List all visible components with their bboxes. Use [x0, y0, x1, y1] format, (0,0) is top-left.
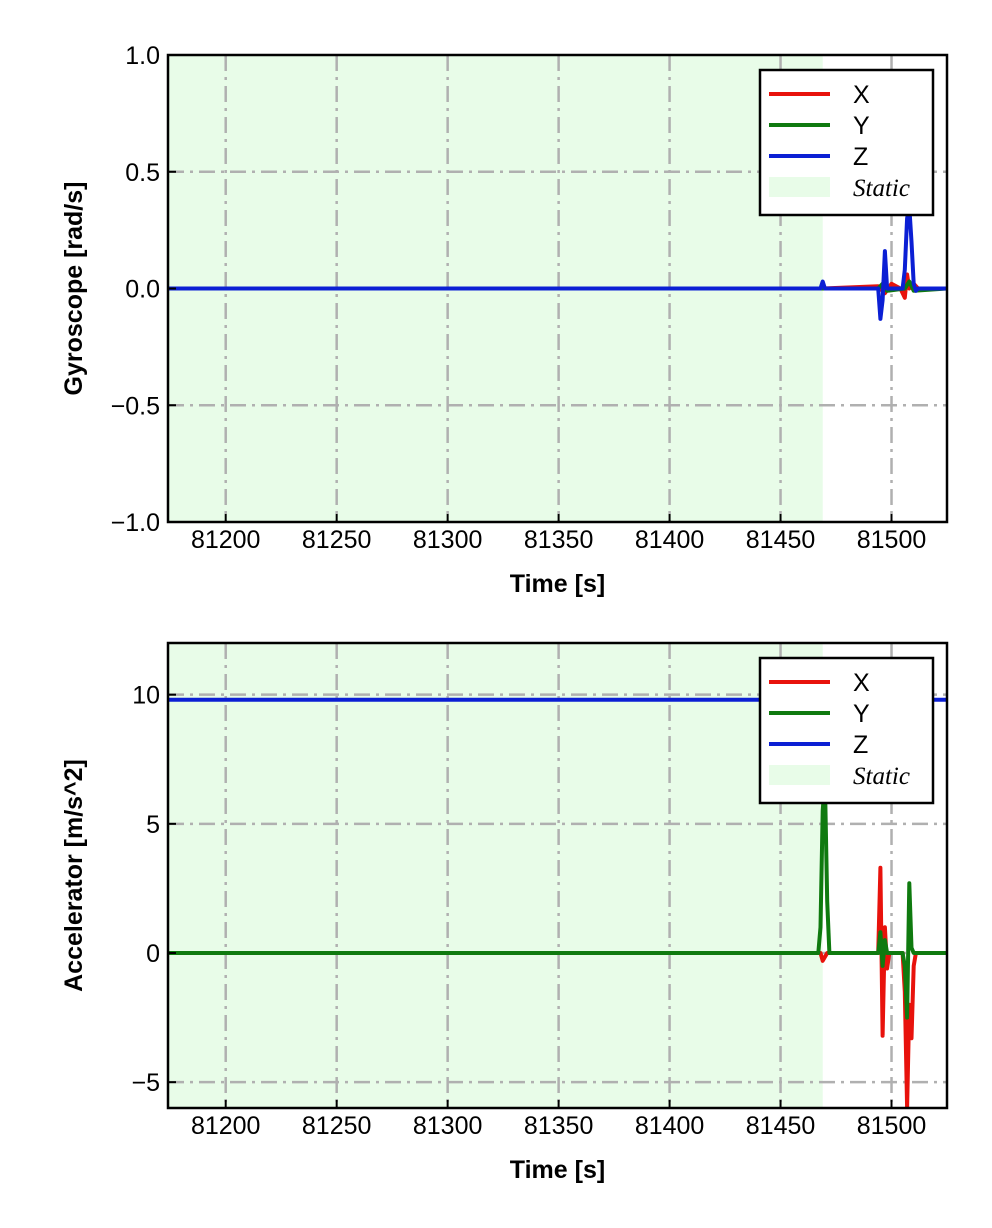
y-tick-label: −5	[131, 1069, 160, 1097]
legend-label-x: X	[853, 669, 870, 697]
static-region	[168, 643, 823, 1108]
y-tick-label: 0.0	[125, 276, 160, 304]
y-tick-label: 1.0	[125, 42, 160, 70]
x-tick-label: 81250	[302, 526, 372, 554]
x-tick-label: 81450	[746, 526, 816, 554]
y-tick-label: 0	[146, 940, 160, 968]
legend-label-static: Static	[853, 175, 910, 202]
legend: XYZ Static	[758, 656, 935, 805]
series-line-x	[168, 865, 947, 1108]
legend-label-y: Y	[853, 700, 870, 728]
x-tick-label: 81500	[857, 526, 927, 554]
y-tick-label: 10	[132, 682, 160, 710]
legend-label-x: X	[853, 81, 870, 109]
legend-swatch-static	[769, 177, 830, 197]
legend-label-z: Z	[853, 731, 868, 759]
x-tick-label: 81500	[857, 1112, 927, 1140]
x-tick-label: 81200	[191, 1112, 261, 1140]
y-tick-label: 5	[146, 811, 160, 839]
y-tick-label: −0.5	[111, 392, 160, 420]
legend-label-z: Z	[853, 143, 868, 171]
x-tick-label: 81400	[635, 526, 705, 554]
y-tick-label: −1.0	[111, 509, 160, 537]
x-tick-label: 81450	[746, 1112, 816, 1140]
x-tick-label: 81250	[302, 1112, 372, 1140]
x-tick-label: 81300	[413, 526, 483, 554]
legend: XYZ Static	[758, 68, 935, 217]
legend-label-static: Static	[853, 763, 910, 790]
series-line-y	[168, 777, 947, 1020]
y-axis-label: Gyroscope [rad/s]	[60, 182, 88, 396]
legend-label-y: Y	[853, 112, 870, 140]
x-tick-label: 81350	[524, 1112, 594, 1140]
series-line-z	[168, 204, 947, 321]
x-tick-label: 81200	[191, 526, 261, 554]
plot-frame	[166, 641, 949, 1110]
legend-swatch-static	[769, 765, 830, 785]
chart-panel-2: 81200 81250 81300 81350 81400 81450 81500 −5 0 5 1…	[60, 641, 949, 1184]
y-tick-label: 0.5	[125, 159, 160, 187]
x-axis-label: Time [s]	[510, 570, 605, 598]
x-tick-label: 81350	[524, 526, 594, 554]
y-axis-label: Accelerator [m/s^2]	[60, 759, 88, 992]
chart-panel-1: 81200 81250 81300 81350 81400 81450 81500 −1.0 −…	[60, 42, 949, 598]
x-axis-label: Time [s]	[510, 1156, 605, 1184]
x-tick-label: 81400	[635, 1112, 705, 1140]
x-tick-label: 81300	[413, 1112, 483, 1140]
